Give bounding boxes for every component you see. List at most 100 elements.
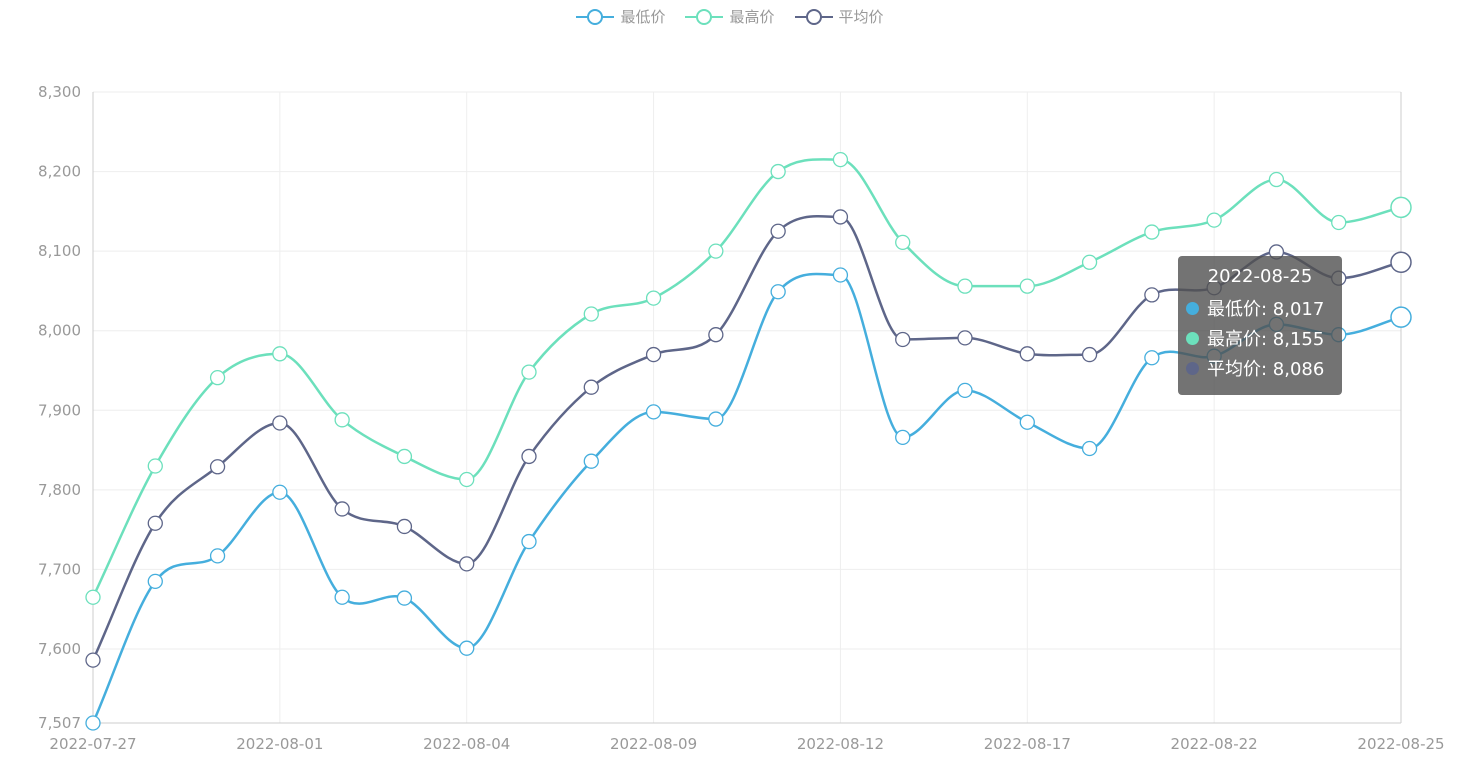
data-point-average: [1019, 346, 1035, 362]
tooltip-dot-highest: [1186, 331, 1199, 345]
tooltip-date: 2022-08-25: [1207, 266, 1313, 287]
legend-label-lowest: 最低价: [620, 8, 666, 26]
x-tick-label: 2022-08-17: [984, 735, 1071, 753]
x-tick-label: 2022-07-27: [49, 735, 136, 753]
legend-item-average[interactable]: 平均价: [794, 6, 884, 27]
y-tick-label: 8,100: [38, 242, 81, 260]
data-point-average: [1144, 287, 1160, 303]
data-point-highest: [1144, 224, 1160, 240]
tooltip-row-lowest: 最低价: 8,017: [1186, 293, 1334, 323]
data-point-average: [147, 515, 163, 531]
legend-item-lowest[interactable]: 最低价: [576, 6, 665, 27]
data-point-lowest: [272, 484, 288, 500]
data-point-highest: [1081, 254, 1098, 270]
data-point-lowest: [1081, 440, 1098, 457]
data-point-lowest: [708, 411, 724, 427]
data-point-highest: [645, 290, 662, 306]
data-point-highest: [334, 412, 350, 428]
y-tick-label: 7,507: [38, 714, 81, 732]
data-point-highest: [770, 163, 786, 180]
y-tick-label: 8,000: [38, 322, 81, 340]
data-point-highest: [1206, 212, 1222, 228]
data-point-average: [708, 327, 724, 343]
legend-marker-highest: [685, 8, 724, 25]
data-point-highest: [85, 589, 101, 605]
chart-legend: 最低价 最高价 平均价: [0, 6, 1460, 27]
y-tick-label: 8,200: [38, 163, 81, 181]
y-tick-label: 7,700: [38, 560, 81, 578]
x-tick-label: 2022-08-04: [423, 735, 510, 753]
data-point-highest: [957, 278, 973, 294]
data-point-highest: [895, 234, 911, 251]
data-point-lowest: [583, 453, 599, 469]
data-point-lowest: [85, 715, 101, 731]
tooltip-row-average: 平均价: 8,086: [1186, 353, 1334, 383]
data-point-average: [85, 652, 101, 668]
data-point-highest: [521, 364, 537, 380]
data-point-highest: [1268, 171, 1285, 188]
data-point-highest: [459, 471, 475, 488]
x-tick-label: 2022-08-09: [610, 735, 697, 753]
y-tick-label: 8,300: [38, 83, 81, 101]
y-tick-label: 7,600: [38, 640, 81, 658]
tooltip-dot-average: [1186, 361, 1199, 375]
data-point-average: [957, 330, 973, 346]
data-point-highest: [1390, 196, 1412, 219]
data-point-highest: [832, 151, 849, 168]
series-line-average: [91, 215, 1402, 661]
x-tick-label: 2022-08-25: [1357, 735, 1444, 753]
data-point-average: [583, 379, 599, 395]
data-point-highest: [708, 243, 724, 259]
data-point-lowest: [396, 590, 413, 606]
data-point-average: [895, 331, 911, 348]
data-point-highest: [583, 306, 599, 322]
legend-label-highest: 最高价: [729, 8, 775, 26]
data-point-average: [1390, 251, 1412, 274]
data-point-average: [209, 459, 226, 475]
chart-tooltip: 2022-08-25 最低价: 8,017 最高价: 8,155 平均价: 8,…: [1178, 256, 1342, 395]
data-point-highest: [272, 346, 288, 362]
data-point-lowest: [1144, 350, 1160, 366]
data-point-lowest: [459, 640, 475, 656]
legend-label-average: 平均价: [838, 8, 884, 26]
tooltip-value-lowest: 最低价: 8,017: [1207, 299, 1325, 320]
data-point-highest: [1331, 214, 1347, 231]
data-point-average: [396, 518, 413, 535]
legend-marker-average: [794, 8, 833, 25]
data-point-lowest: [1019, 414, 1035, 430]
data-point-average: [770, 223, 786, 239]
data-point-lowest: [1390, 306, 1412, 328]
data-point-average: [645, 346, 662, 363]
data-point-lowest: [957, 382, 973, 399]
tooltip-row-highest: 最高价: 8,155: [1186, 323, 1334, 353]
data-point-average: [459, 556, 475, 572]
tooltip-value-average: 平均价: 8,086: [1207, 359, 1325, 380]
data-point-lowest: [147, 573, 163, 590]
x-tick-label: 2022-08-12: [797, 735, 884, 753]
data-point-lowest: [209, 548, 226, 564]
data-point-lowest: [895, 429, 911, 445]
data-point-lowest: [832, 267, 849, 283]
series-line-highest: [91, 158, 1402, 598]
x-tick-label: 2022-08-01: [236, 735, 323, 753]
data-point-highest: [1019, 278, 1035, 294]
x-tick-label: 2022-08-22: [1171, 735, 1258, 753]
data-point-average: [272, 415, 288, 431]
tooltip-dot-lowest: [1186, 301, 1199, 315]
data-point-lowest: [770, 284, 786, 300]
data-point-highest: [147, 458, 163, 474]
legend-item-highest[interactable]: 最高价: [685, 6, 775, 27]
data-point-highest: [209, 370, 226, 386]
y-tick-label: 7,800: [38, 481, 81, 499]
data-point-average: [1081, 346, 1098, 363]
data-point-average: [832, 209, 849, 225]
data-point-average: [521, 448, 537, 465]
data-point-lowest: [645, 404, 662, 420]
legend-marker-lowest: [576, 8, 615, 25]
data-point-lowest: [521, 533, 537, 550]
y-tick-label: 7,900: [38, 401, 81, 419]
data-point-average: [334, 501, 350, 517]
data-point-highest: [396, 448, 413, 465]
tooltip-value-highest: 最高价: 8,155: [1207, 329, 1325, 350]
data-point-lowest: [334, 589, 350, 605]
